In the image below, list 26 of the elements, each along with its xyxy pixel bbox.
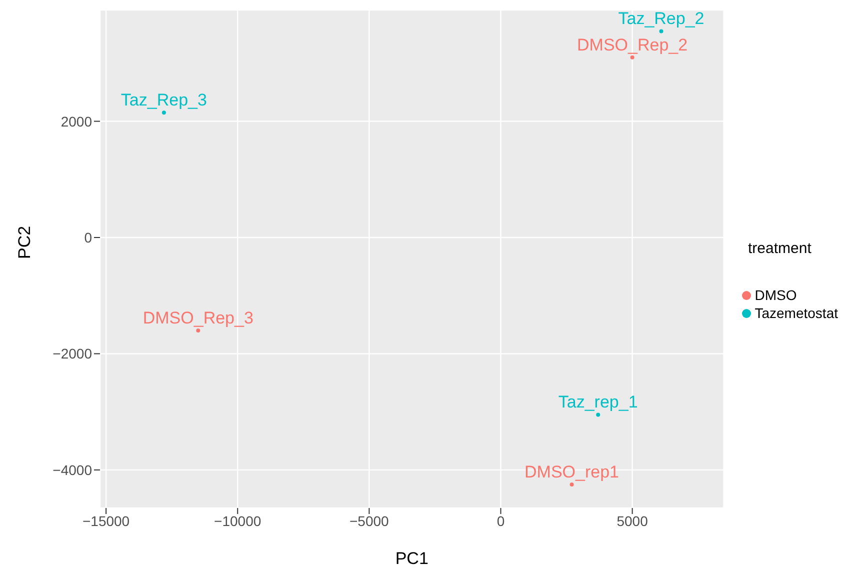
legend-label: Tazemetostat [754,305,838,321]
y-axis-title: PC2 [15,226,34,259]
annotation: Taz_Rep_3 [120,90,207,110]
annotation: DMSO_Rep_3 [142,308,254,328]
legend-label: DMSO [754,287,797,303]
legend-title: treatment [748,240,812,257]
point [596,412,600,417]
x-tick-label: −5000 [350,512,390,529]
y-tick-label: −4000 [52,462,92,478]
point [196,328,200,332]
annotation: Taz_Rep_2 [618,9,704,28]
y-tick-label: 2000 [60,113,92,130]
x-tick-label: 5000 [616,512,648,529]
x-tick-label: 0 [496,512,505,529]
point [630,55,634,60]
annotation: DMSO_Rep_2 [577,35,688,54]
annotation: Taz_rep_1 [558,392,638,412]
annotation: DMSO_rep1 [524,462,620,482]
y-tick-label: −2000 [52,346,92,362]
x-axis-title: PC1 [395,549,428,568]
point [570,482,574,486]
x-tick-label: −15000 [82,512,130,529]
x-tick-label: −10000 [214,512,262,529]
point [162,110,166,115]
point [659,29,664,34]
y-tick-label: 0 [84,229,92,246]
